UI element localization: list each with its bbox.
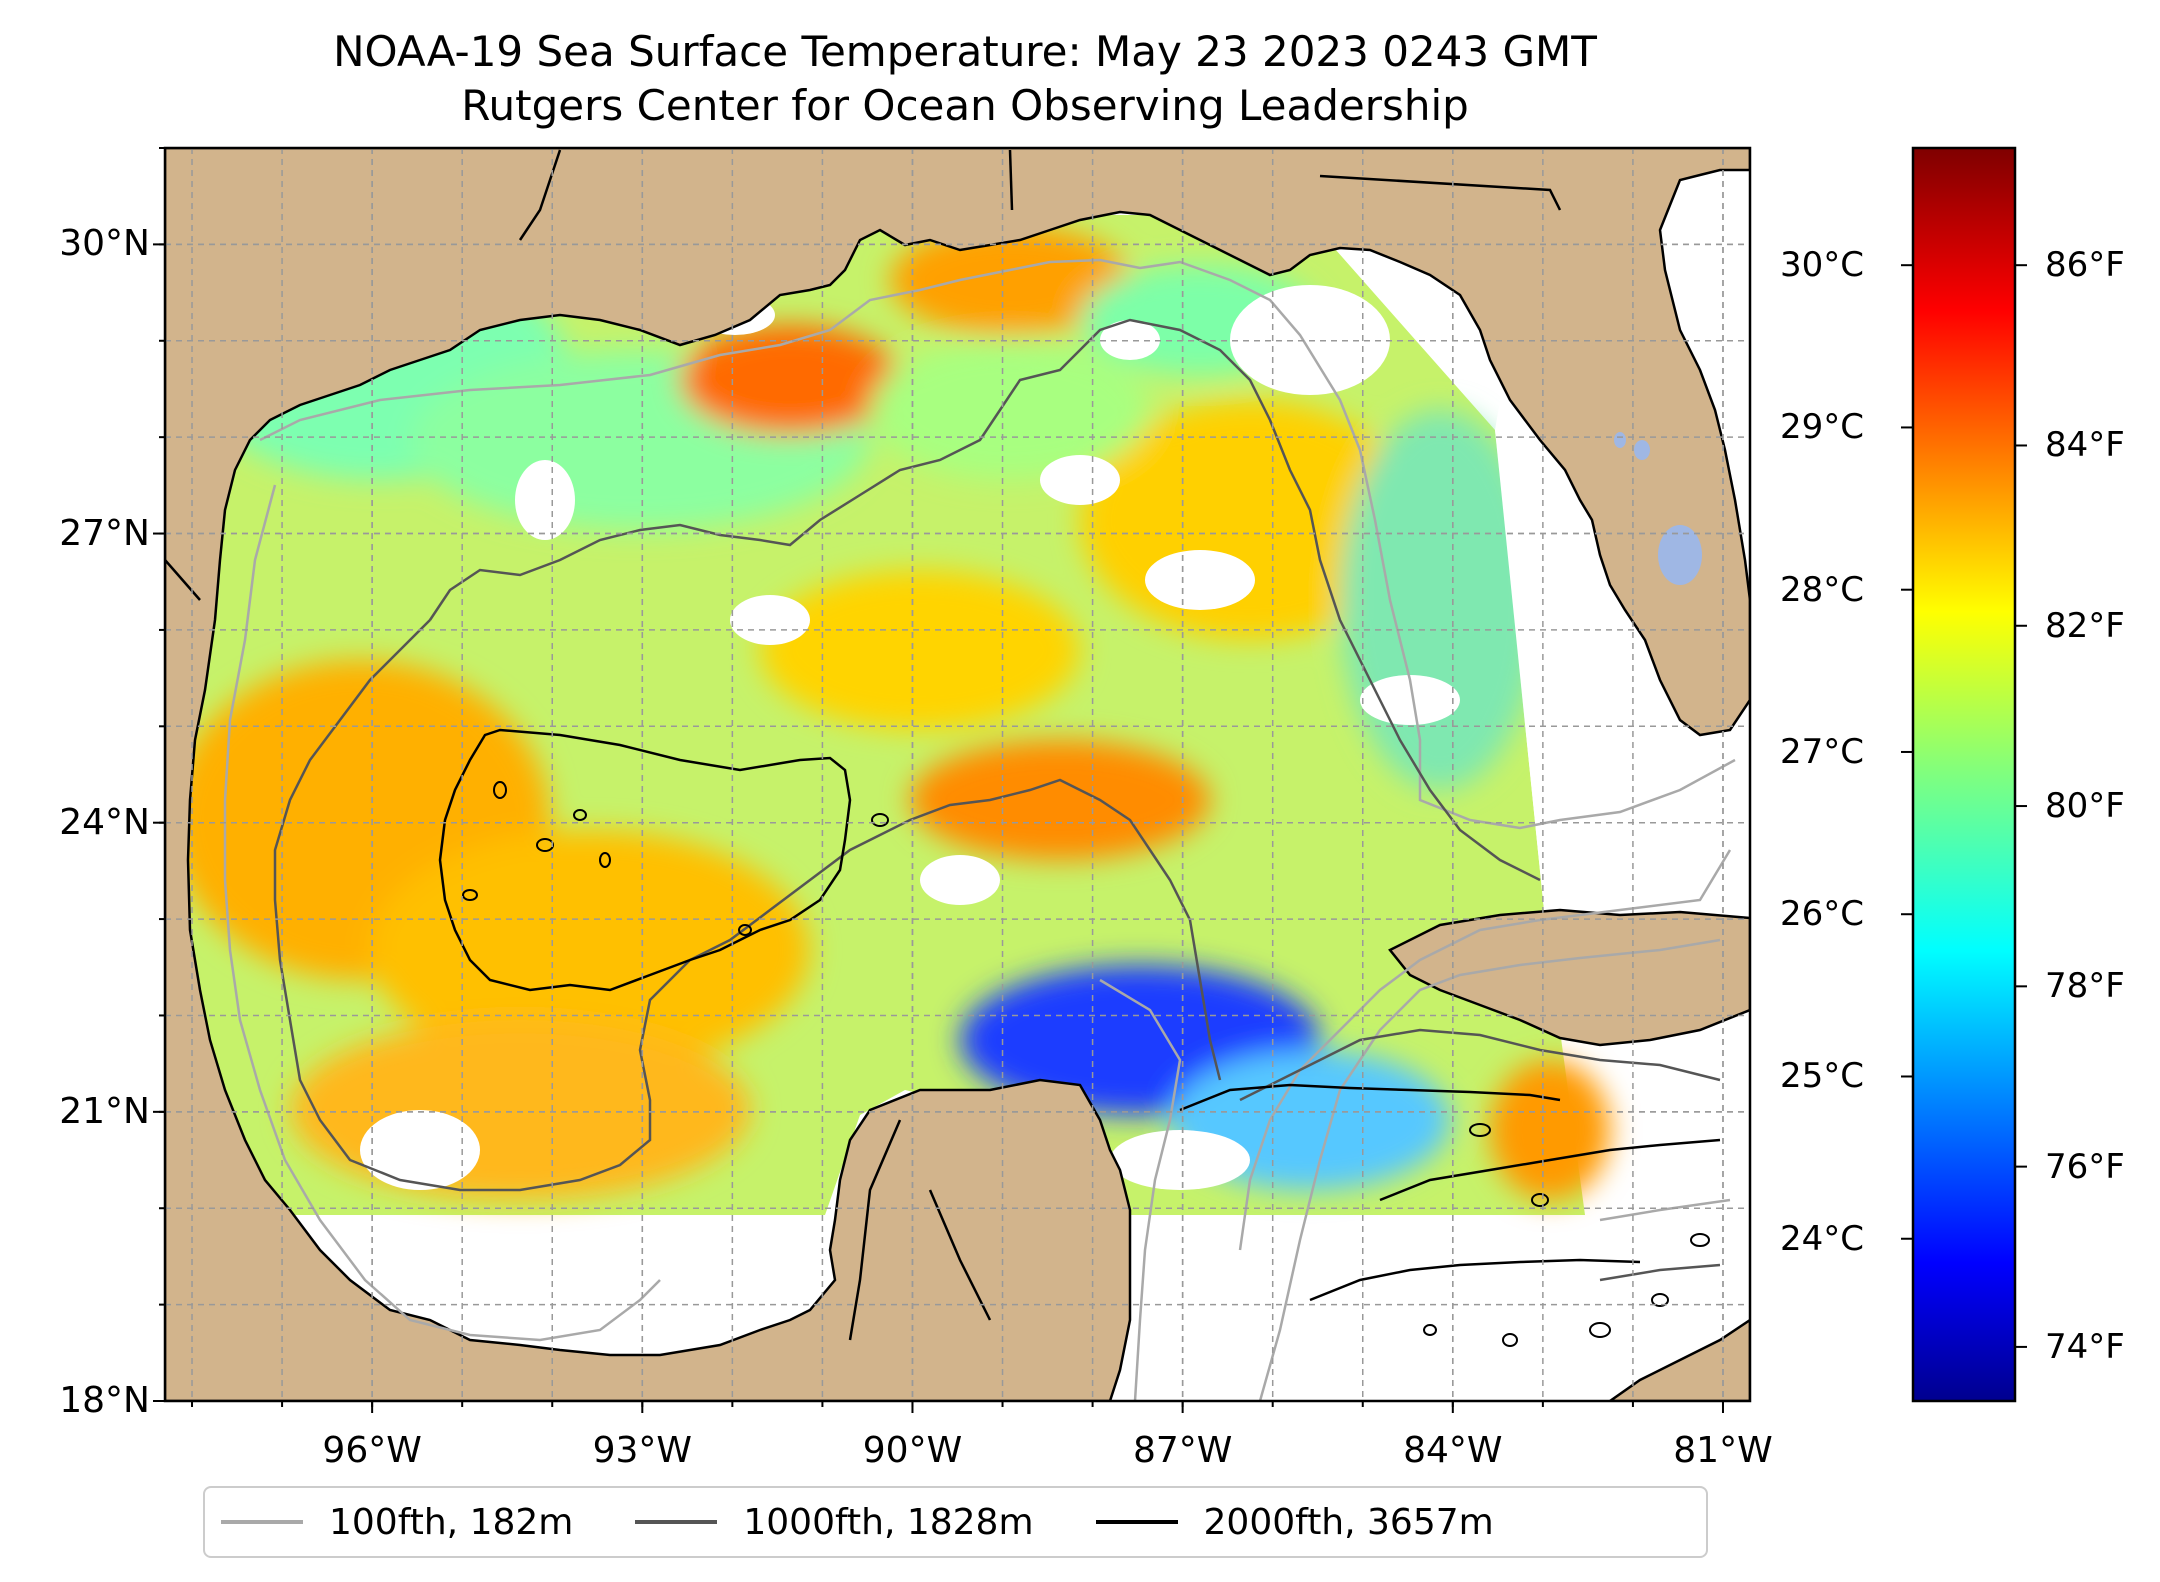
legend-label-100fth: 100fth, 182m: [329, 1501, 574, 1543]
lon-label: 84°W: [1403, 1430, 1503, 1471]
bathymetry-contours: [223, 258, 1736, 1401]
lon-label: 81°W: [1673, 1430, 1773, 1471]
colorbar-label-f: 82°F: [2045, 605, 2125, 646]
lon-label: 90°W: [862, 1430, 963, 1471]
lon-label: 93°W: [592, 1430, 692, 1471]
legend-line-2000fth: [1095, 1520, 1178, 1524]
lat-label: 18°N: [59, 1380, 150, 1421]
legend-item-2000fth: 2000fth, 3657m: [1095, 1501, 1494, 1543]
map-frame: [163, 146, 1752, 1403]
colorbar-label-c: 28°C: [1780, 569, 1865, 610]
map-area: [165, 148, 1750, 1401]
map-subtitle: Rutgers Center for Ocean Observing Leade…: [461, 81, 1469, 130]
colorbar: [1911, 146, 2017, 1403]
gridlines: [165, 148, 1750, 1401]
colorbar-label-f: 78°F: [2045, 966, 2125, 1007]
colorbar-label-c: 27°C: [1780, 731, 1865, 772]
legend: 100fth, 182m 1000fth, 1828m 2000fth, 365…: [203, 1486, 1708, 1558]
colorbar-label-c: 26°C: [1780, 894, 1865, 935]
legend-line-1000fth: [635, 1520, 718, 1524]
lat-label: 24°N: [59, 801, 150, 843]
lon-label: 96°W: [322, 1430, 422, 1471]
contour-100fth: [223, 258, 1736, 1401]
lon-label: 87°W: [1132, 1430, 1233, 1471]
colorbar-label-f: 84°F: [2045, 425, 2125, 466]
legend-label-1000fth: 1000fth, 1828m: [743, 1501, 1034, 1543]
colorbar-label-f: 76°F: [2045, 1146, 2125, 1187]
borders: [165, 149, 1562, 1341]
colorbar-label-f: 74°F: [2045, 1326, 2125, 1367]
colorbar-label-c: 25°C: [1780, 1056, 1865, 1097]
map-title: NOAA-19 Sea Surface Temperature: May 23 …: [333, 27, 1597, 76]
lat-label: 27°N: [59, 512, 150, 554]
lat-label: 21°N: [59, 1090, 150, 1132]
legend-line-100fth: [221, 1520, 303, 1524]
legend-item-1000fth: 1000fth, 1828m: [635, 1501, 1034, 1543]
contour-1000fth: [273, 318, 1721, 1282]
lakes: [1614, 432, 1702, 585]
contour-2000fth: [438, 728, 1721, 1302]
colorbar-label-f: 86°F: [2045, 245, 2125, 286]
legend-label-2000fth: 2000fth, 3657m: [1203, 1501, 1494, 1543]
colorbar-label-f: 80°F: [2045, 786, 2125, 827]
lat-label: 30°N: [59, 223, 150, 265]
colorbar-ticks: [1901, 264, 2027, 1348]
axis-ticks: [153, 147, 1724, 1413]
colorbar-label-c: 24°C: [1780, 1218, 1865, 1259]
land: [165, 148, 1750, 1401]
colorbar-label-c: 29°C: [1780, 407, 1865, 448]
colorbar-label-c: 30°C: [1780, 245, 1865, 286]
legend-item-100fth: 100fth, 182m: [221, 1502, 573, 1543]
